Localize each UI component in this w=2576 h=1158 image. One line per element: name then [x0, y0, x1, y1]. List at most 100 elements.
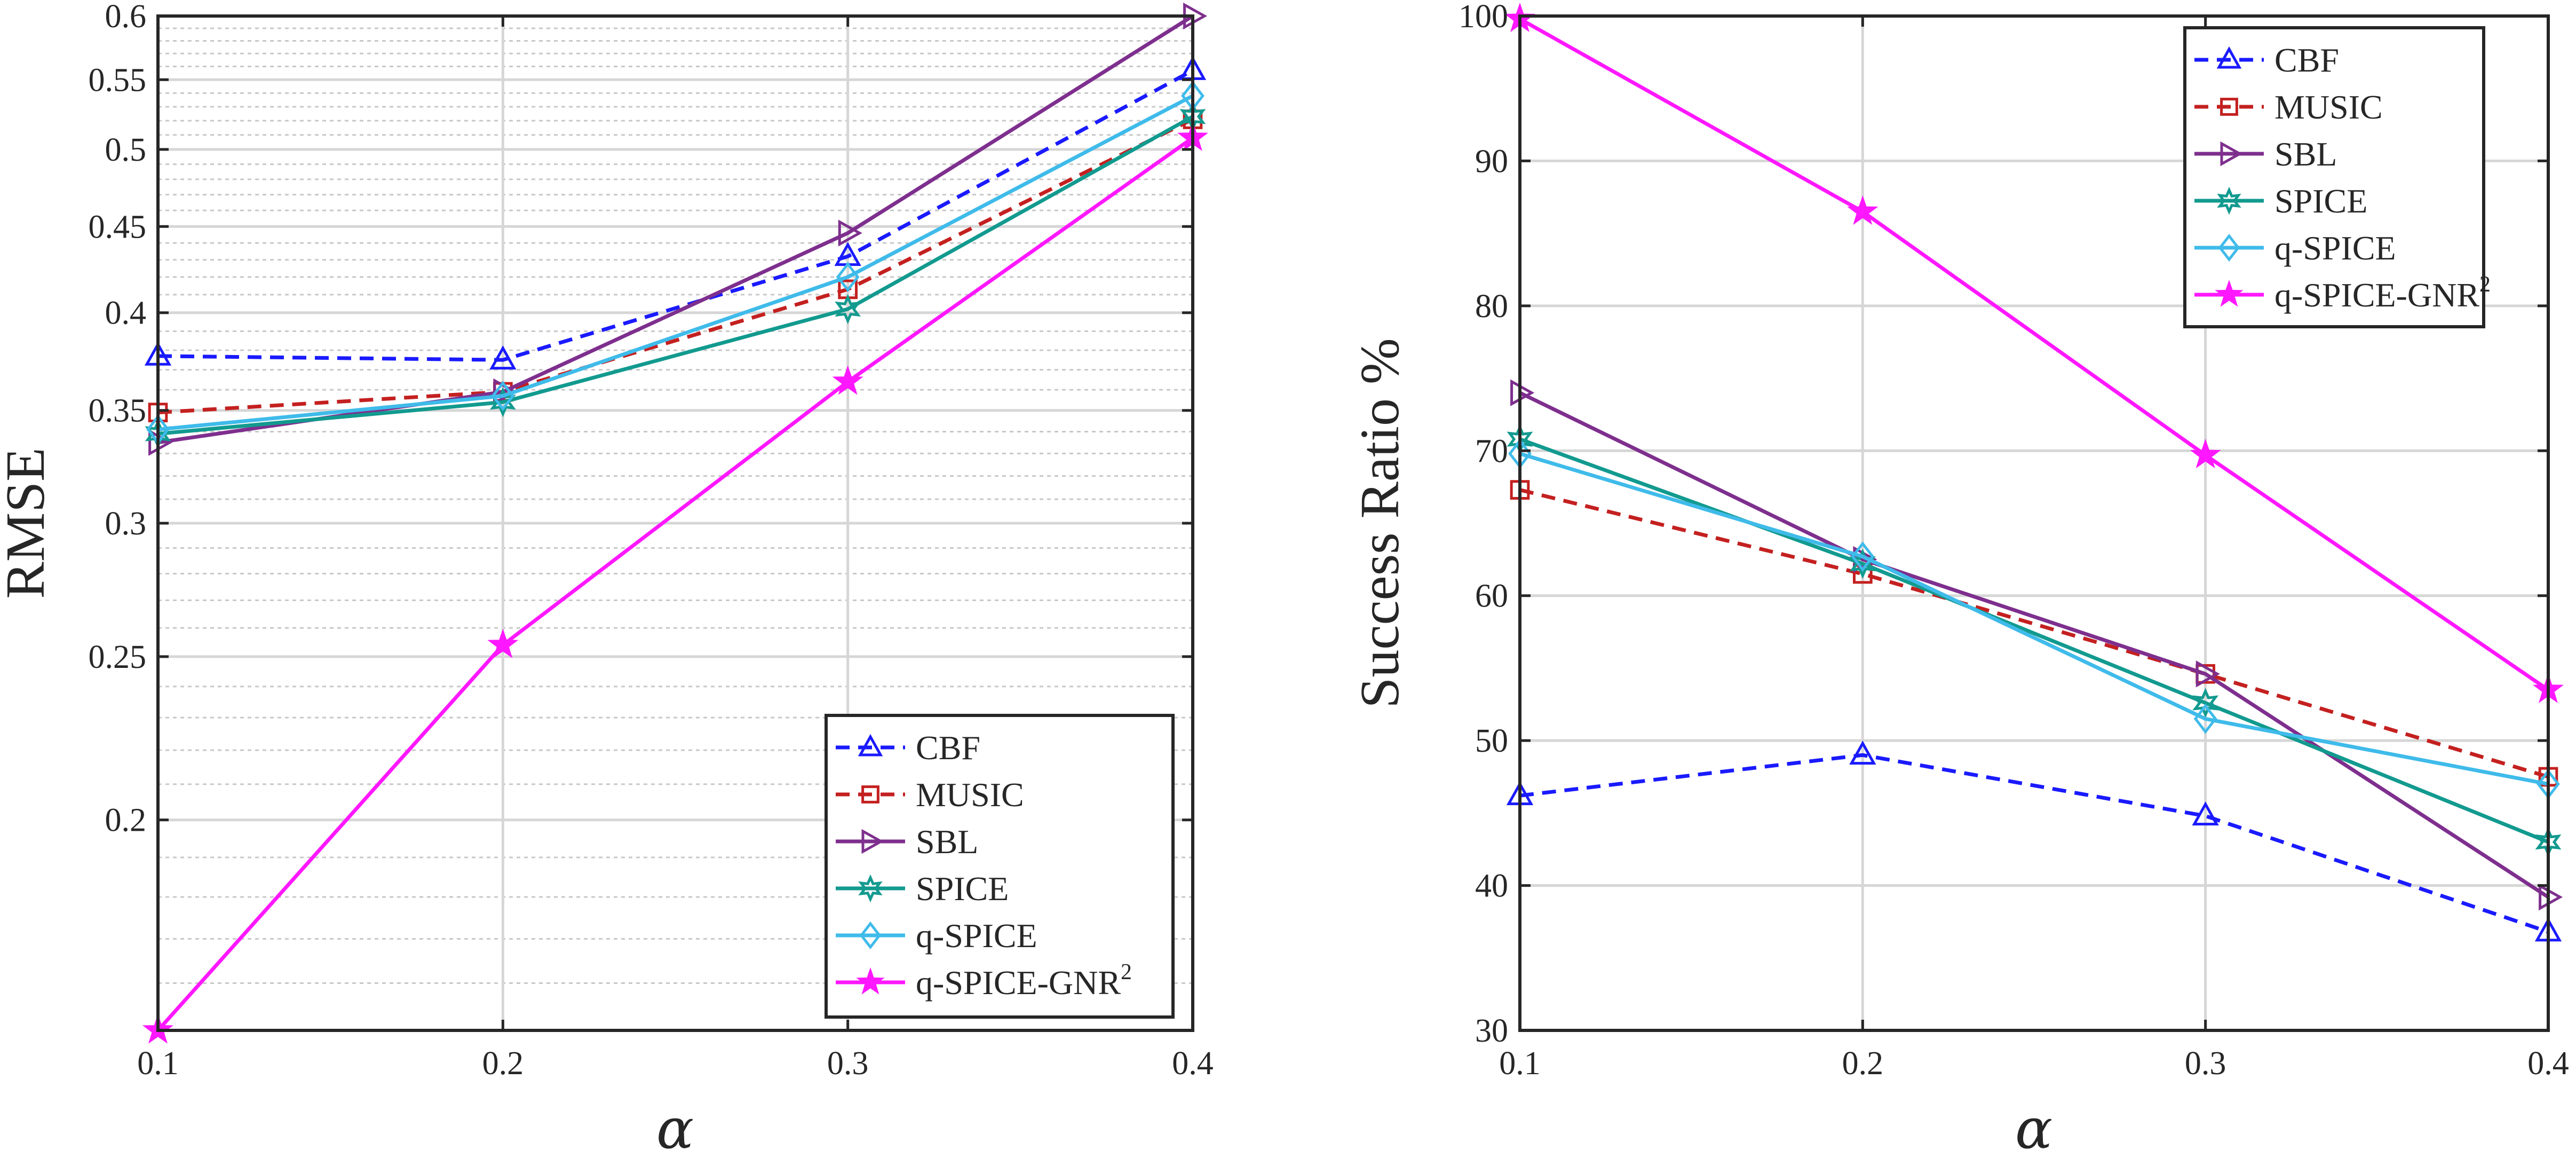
success-legend-item-cbf: CBF — [2194, 41, 2339, 79]
success-ratio-chart: 30 40 50 60 70 80 90 100 0.1 0.2 0.3 0.4 Success R… — [1349, 0, 2569, 1158]
legend-label: q-SPICE — [916, 917, 1037, 955]
rmse-legend-item-cbf: CBF — [836, 729, 980, 767]
success-line-cbf — [1519, 753, 2549, 934]
y-tick-label: 50 — [1475, 723, 1508, 759]
legend-label: SBL — [2274, 135, 2337, 173]
success-x-axis-label: α — [2015, 1096, 2052, 1158]
y-tick-label: 0.45 — [89, 209, 147, 245]
success-marker-cbf — [1849, 741, 1876, 765]
legend-label: MUSIC — [916, 776, 1024, 814]
success-axes-box — [1518, 14, 2550, 1032]
x-tick-label: 0.1 — [1499, 1045, 1541, 1082]
success-marker-q-spice-gnr2 — [2190, 438, 2221, 469]
legend-marker — [2218, 233, 2240, 262]
success-legend-item-q-spice-gnr2: q-SPICE-GNR2 — [2194, 272, 2491, 314]
y-tick-label: 40 — [1475, 868, 1508, 904]
success-legend-box — [2183, 26, 2485, 328]
success-line-q-spice-gnr2 — [1519, 17, 2549, 692]
rmse-line-q-spice — [157, 94, 1194, 431]
y-tick-label: 0.2 — [105, 802, 147, 839]
y-tick-label: 0.3 — [105, 506, 147, 542]
rmse-chart: 0.20.250.30.350.40.450.50.550.6 0.1 0.2 0.… — [0, 0, 1214, 1158]
legend-marker — [2216, 46, 2242, 69]
success-legend-item-sbl: SBL — [2194, 135, 2337, 173]
y-tick-label: 0.6 — [105, 0, 147, 35]
success-legend: CBF MUSIC SBL SPICE q-SPICE q-SPICE-GNR2 — [2183, 26, 2491, 328]
legend-marker — [856, 967, 885, 995]
rmse-line-music — [157, 117, 1194, 415]
success-marker-spice — [2192, 688, 2219, 718]
rmse-marker-sbl — [838, 219, 862, 247]
rmse-legend-item-spice: SPICE — [836, 870, 1009, 908]
x-tick-label: 0.4 — [2527, 1045, 2569, 1082]
success-marker-q-spice-gnr2 — [1847, 195, 1879, 225]
x-tick-label: 0.3 — [827, 1045, 869, 1082]
legend-label: CBF — [916, 729, 980, 767]
rmse-legend-item-q-spice-gnr2: q-SPICE-GNR2 — [836, 960, 1132, 1002]
legend-label: q-SPICE-GNR2 — [916, 960, 1132, 1002]
rmse-marker-q-spice-gnr2 — [487, 628, 519, 658]
legend-marker — [2215, 279, 2244, 307]
rmse-legend: CBF MUSIC SBL SPICE q-SPICE q-SPICE-GNR2 — [825, 714, 1175, 1019]
success-y-ticks: 30 40 50 60 70 80 90 100 — [1459, 0, 2548, 1049]
rmse-marker-sbl — [148, 429, 173, 456]
x-tick-label: 0.2 — [1842, 1045, 1884, 1082]
legend-label: MUSIC — [2274, 88, 2383, 126]
rmse-legend-item-music: MUSIC — [836, 776, 1024, 814]
rmse-legend-item-sbl: SBL — [836, 823, 978, 861]
legend-marker — [861, 829, 884, 854]
legend-marker — [858, 874, 883, 903]
x-tick-label: 0.2 — [482, 1045, 524, 1082]
legend-label: q-SPICE-GNR2 — [2274, 272, 2491, 314]
rmse-series-group — [142, 2, 1209, 1044]
success-line-q-spice — [1519, 452, 2549, 786]
success-marker-q-spice — [1851, 541, 1875, 572]
legend-marker — [858, 734, 883, 757]
legend-marker — [2217, 186, 2241, 215]
success-marker-cbf — [2192, 801, 2219, 826]
rmse-legend-box — [825, 714, 1175, 1019]
rmse-marker-q-spice — [491, 381, 515, 411]
rmse-y-ticks: 0.2 0.25 0.3 0.35 0.4 0.45 0.5 0.55 0.6 — [89, 0, 1193, 839]
rmse-marker-cbf — [489, 345, 517, 370]
legend-marker — [859, 921, 882, 950]
y-tick-label: 70 — [1475, 433, 1508, 469]
success-legend-item-spice: SPICE — [2194, 182, 2367, 220]
y-tick-label: 30 — [1475, 1013, 1508, 1049]
y-tick-label: 60 — [1475, 578, 1508, 615]
success-line-sbl — [1519, 391, 2549, 899]
success-marker-sbl — [1510, 379, 1535, 406]
y-tick-label: 100 — [1459, 0, 1508, 35]
success-marker-sbl — [2195, 660, 2220, 688]
x-tick-label: 0.4 — [1172, 1045, 1214, 1082]
legend-marker — [2220, 141, 2243, 167]
legend-label: SPICE — [2274, 182, 2367, 220]
success-legend-item-q-spice: q-SPICE — [2194, 229, 2396, 267]
rmse-marker-q-spice-gnr2 — [832, 365, 863, 395]
success-x-ticks: 0.1 0.2 0.3 0.4 — [1499, 16, 2569, 1082]
y-tick-label: 0.35 — [89, 393, 147, 429]
rmse-x-ticks: 0.1 0.2 0.3 0.4 — [137, 16, 1214, 1082]
y-tick-label: 80 — [1475, 288, 1508, 325]
legend-label: q-SPICE — [2274, 229, 2396, 267]
legend-label: SBL — [916, 823, 978, 861]
rmse-legend-item-q-spice: q-SPICE — [836, 917, 1037, 955]
legend-marker — [2220, 98, 2238, 116]
y-tick-label: 0.25 — [89, 639, 147, 675]
y-tick-label: 0.55 — [89, 62, 147, 98]
rmse-line-cbf — [157, 68, 1194, 362]
rmse-x-axis-label: α — [656, 1096, 694, 1158]
legend-label: CBF — [2274, 41, 2339, 79]
success-y-axis-label: Success Ratio % — [1349, 338, 1410, 708]
rmse-line-q-spice-gnr2 — [156, 136, 1194, 1032]
y-tick-label: 90 — [1475, 143, 1508, 179]
y-tick-label: 0.4 — [105, 295, 147, 332]
legend-label: SPICE — [916, 870, 1009, 908]
legend-marker — [861, 785, 879, 803]
y-tick-label: 0.5 — [105, 132, 147, 168]
rmse-y-axis-label: RMSE — [0, 447, 56, 598]
success-series-group — [1504, 2, 2564, 942]
x-tick-label: 0.1 — [137, 1045, 179, 1082]
rmse-line-spice — [157, 115, 1194, 436]
